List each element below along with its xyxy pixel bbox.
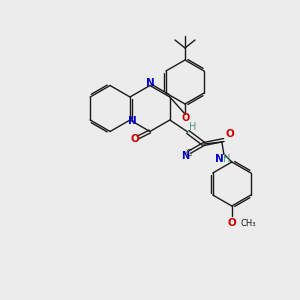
Text: O: O — [130, 134, 139, 143]
Text: N: N — [128, 116, 136, 126]
Text: N: N — [215, 154, 224, 164]
Text: O: O — [226, 129, 234, 139]
Text: O: O — [227, 218, 236, 228]
Text: C: C — [186, 148, 192, 158]
Text: CH₃: CH₃ — [241, 218, 256, 227]
Text: O: O — [182, 113, 190, 123]
Text: H: H — [189, 122, 196, 132]
Text: N: N — [181, 151, 189, 161]
Text: N: N — [146, 79, 154, 88]
Text: H: H — [223, 154, 230, 164]
